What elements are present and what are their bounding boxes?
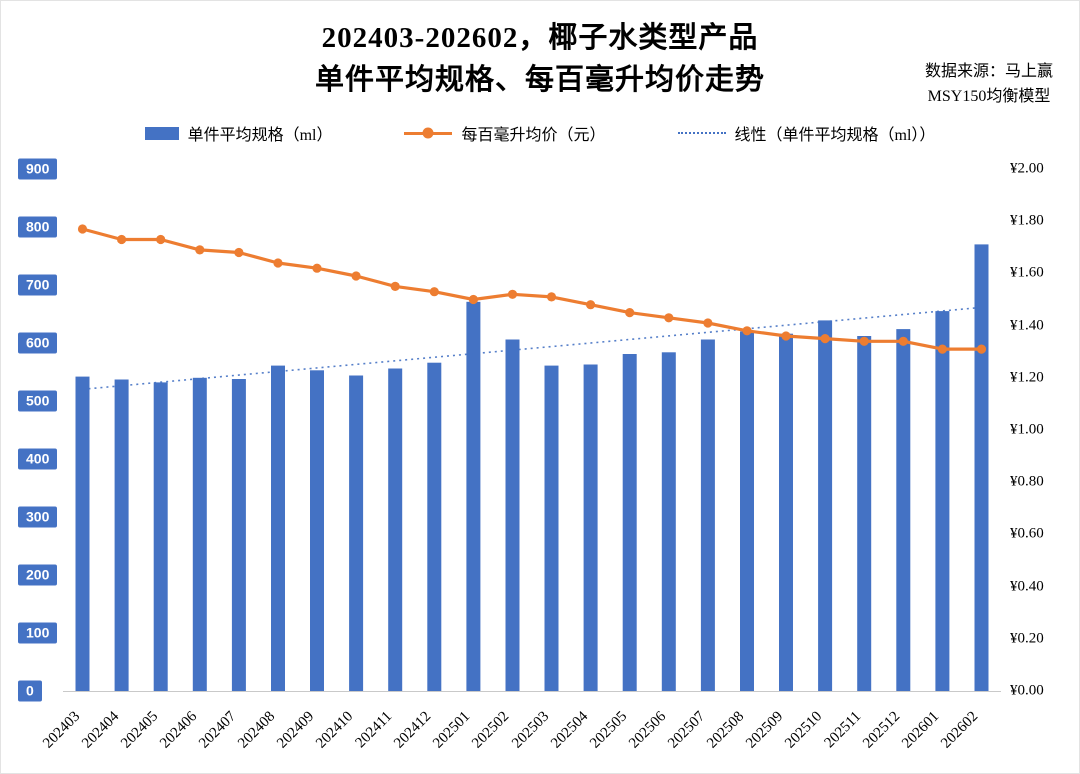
- price-marker-202507: [703, 318, 713, 328]
- chart-title-line2: 单件平均规格、每百毫升均价走势: [314, 64, 765, 96]
- bar-202502: [505, 339, 520, 691]
- price-marker-202403: [77, 224, 88, 234]
- price-marker-202512: [898, 336, 908, 346]
- price-marker-202504: [586, 300, 596, 310]
- bar-202501: [466, 301, 481, 691]
- price-marker-202509: [781, 331, 791, 341]
- data-source-line2: MSY150均衡模型: [927, 88, 1051, 105]
- bar-swatch-icon: [144, 126, 179, 140]
- bar-202409: [310, 370, 324, 691]
- right-axis-tick-¥0.00: ¥0.00: [1010, 682, 1044, 699]
- bar-202405: [153, 382, 168, 691]
- bar-202403: [75, 376, 90, 691]
- price-marker-202506: [664, 313, 674, 323]
- data-source-note: 数据来源：马上赢 MSY150均衡模型: [925, 59, 1053, 109]
- legend-item-trendline: 线性（单件平均规格（ml））: [677, 121, 936, 145]
- price-line: [80, 227, 984, 351]
- bar-202602: [974, 244, 989, 691]
- bar-202511: [857, 336, 872, 691]
- price-marker-202501: [468, 294, 478, 305]
- left-axis-tick-400: 400: [18, 448, 58, 470]
- dotted-line-swatch-icon: [677, 132, 726, 134]
- right-axis-tick-¥0.20: ¥0.20: [1010, 630, 1044, 647]
- price-marker-202502: [507, 289, 518, 299]
- chart-title: 202403-202602，椰子水类型产品 单件平均规格、每百毫升均价走势: [1, 17, 1079, 101]
- bar-202512: [896, 329, 911, 691]
- bar-202406: [192, 377, 207, 691]
- legend-item-avg-spec: 单件平均规格（ml）: [144, 121, 333, 145]
- bar-202505: [622, 354, 637, 691]
- left-axis-tick-800: 800: [18, 216, 58, 238]
- price-marker-202503: [546, 292, 557, 302]
- right-axis-tick-¥1.40: ¥1.40: [1010, 317, 1044, 334]
- right-axis-tick-¥0.40: ¥0.40: [1010, 578, 1044, 595]
- bar-202506: [661, 352, 676, 691]
- bar-202408: [271, 365, 285, 691]
- line-swatch-icon: [404, 127, 453, 139]
- legend: 单件平均规格（ml） 每百毫升均价（元） 线性（单件平均规格（ml））: [1, 121, 1079, 145]
- price-marker-202511: [859, 336, 869, 346]
- bar-202412: [427, 362, 442, 691]
- right-axis-tick-¥0.60: ¥0.60: [1010, 525, 1044, 542]
- right-axis-tick-¥2.00: ¥2.00: [1010, 160, 1044, 177]
- legend-label-avg-spec: 单件平均规格（ml）: [187, 127, 333, 144]
- price-marker-202412: [429, 287, 439, 297]
- left-axis-tick-100: 100: [18, 622, 58, 644]
- left-axis-tick-700: 700: [18, 274, 58, 296]
- legend-item-price: 每百毫升均价（元）: [404, 121, 606, 145]
- left-axis-tick-0: 0: [18, 680, 42, 702]
- bar-202407: [231, 379, 246, 691]
- price-marker-202408: [273, 258, 283, 268]
- left-axis-tick-200: 200: [18, 564, 58, 586]
- chart-title-line1: 202403-202602，椰子水类型产品: [321, 22, 759, 54]
- right-axis-tick-¥1.00: ¥1.00: [1010, 421, 1044, 438]
- price-marker-202404: [117, 234, 127, 245]
- price-marker-202602: [976, 344, 987, 354]
- price-marker-202601: [937, 344, 948, 354]
- bar-202503: [544, 365, 559, 691]
- bar-202507: [700, 339, 715, 691]
- bar-202504: [583, 364, 598, 691]
- price-marker-202508: [742, 326, 752, 336]
- bar-202508: [740, 331, 754, 691]
- right-axis-tick-¥1.60: ¥1.60: [1010, 264, 1044, 281]
- plot-svg: [75, 224, 989, 691]
- price-marker-202505: [625, 308, 635, 318]
- data-source-line1: 数据来源：马上赢: [924, 63, 1053, 80]
- left-axis-tick-900: 900: [18, 158, 58, 180]
- bar-202510: [818, 320, 833, 691]
- right-axis-tick-¥0.80: ¥0.80: [1010, 473, 1044, 490]
- price-marker-202411: [390, 281, 400, 291]
- bar-202404: [114, 379, 129, 691]
- bar-202601: [935, 311, 950, 691]
- x-axis-line: [63, 691, 1001, 692]
- left-axis-tick-300: 300: [18, 506, 58, 528]
- right-axis-tick-¥1.80: ¥1.80: [1010, 212, 1044, 229]
- legend-label-trendline: 线性（单件平均规格（ml））: [734, 127, 936, 144]
- legend-label-price: 每百毫升均价（元）: [461, 127, 606, 144]
- price-marker-202407: [234, 247, 244, 258]
- price-marker-202405: [156, 234, 166, 245]
- price-marker-202410: [351, 271, 361, 281]
- left-axis-tick-600: 600: [18, 332, 58, 354]
- price-marker-202510: [820, 334, 830, 344]
- right-axis-tick-¥1.20: ¥1.20: [1010, 369, 1044, 386]
- price-marker-202406: [195, 245, 205, 255]
- price-marker-202409: [312, 263, 322, 273]
- line-marker-icon: [422, 127, 434, 139]
- trendline: [82, 306, 982, 391]
- bar-202509: [779, 333, 793, 691]
- left-axis-tick-500: 500: [18, 390, 58, 412]
- bar-202411: [388, 368, 403, 691]
- bar-202410: [349, 375, 364, 691]
